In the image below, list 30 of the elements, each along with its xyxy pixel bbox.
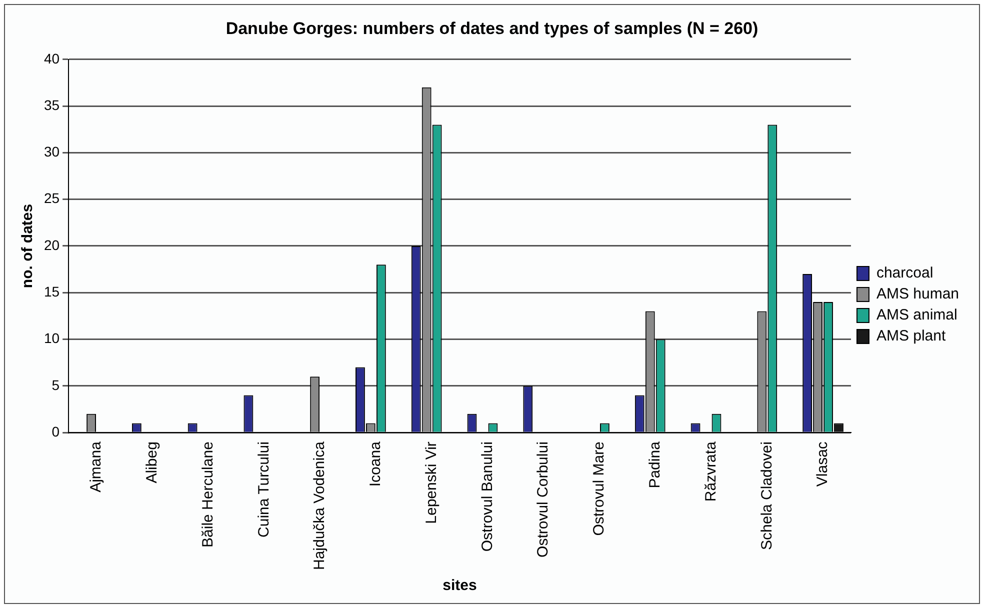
x-tick-label: Răzvrata bbox=[702, 440, 720, 502]
x-tick-label: Ostrovul Mare bbox=[590, 442, 608, 536]
legend-label: AMS human bbox=[876, 286, 960, 303]
y-tick-label: 35 bbox=[44, 96, 60, 113]
y-tick-label: 0 bbox=[52, 423, 60, 440]
legend-label: AMS plant bbox=[876, 328, 946, 345]
x-tick-label: Băile Herculane bbox=[199, 442, 216, 548]
x-tick-label: Vlasac bbox=[814, 441, 832, 487]
x-tick-label: Alibeg bbox=[144, 442, 161, 484]
x-tick-label: Ostrovul Banului bbox=[478, 442, 496, 552]
y-tick-label: 20 bbox=[44, 236, 60, 253]
x-tick-label: Lepenski Vir bbox=[422, 442, 440, 524]
y-tick-label: 40 bbox=[44, 50, 60, 66]
y-axis-title: no. of dates bbox=[19, 204, 36, 288]
legend-label: AMS animal bbox=[876, 306, 958, 324]
x-tick-label: Padina bbox=[646, 440, 664, 488]
y-tick-label: 10 bbox=[44, 330, 60, 346]
legend-label: charcoal bbox=[876, 264, 934, 282]
x-tick-label: Hajdučka Vodenica bbox=[311, 440, 328, 570]
x-tick-label: Ajmana bbox=[88, 440, 105, 492]
x-tick-label: Icoana bbox=[367, 440, 384, 487]
y-tick-label: 15 bbox=[44, 283, 60, 300]
y-tick-label: 5 bbox=[52, 376, 60, 393]
x-tick-label: Ostrovul Corbului bbox=[534, 442, 552, 558]
x-tick-label: Schela Cladovei bbox=[758, 442, 776, 550]
y-tick-label: 25 bbox=[44, 190, 60, 206]
chart-title: Danube Gorges: numbers of dates and types of samples (N = 260) bbox=[226, 18, 758, 38]
y-tick-label: 30 bbox=[44, 144, 60, 160]
x-tick-label: Cuina Turcului bbox=[255, 442, 272, 538]
x-axis-title: sites bbox=[442, 577, 477, 594]
